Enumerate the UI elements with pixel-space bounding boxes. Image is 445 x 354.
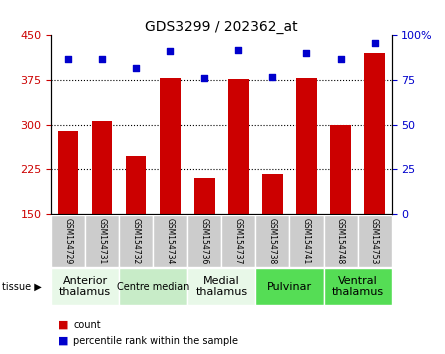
Bar <box>187 215 222 267</box>
Point <box>65 56 72 62</box>
Bar <box>92 121 113 214</box>
Point <box>269 74 276 79</box>
Bar <box>255 215 290 267</box>
Point <box>167 48 174 54</box>
Bar <box>194 178 214 214</box>
Text: Medial
thalamus: Medial thalamus <box>195 276 247 297</box>
Bar <box>255 268 324 305</box>
Text: GSM154738: GSM154738 <box>268 218 277 264</box>
Point <box>133 65 140 70</box>
Bar <box>364 53 385 214</box>
Bar <box>222 215 255 267</box>
Bar <box>126 156 146 214</box>
Bar <box>58 131 78 214</box>
Bar <box>119 215 153 267</box>
Point <box>99 56 106 62</box>
Text: count: count <box>73 320 101 330</box>
Bar <box>153 215 187 267</box>
Text: Centre median: Centre median <box>117 281 190 292</box>
Text: GSM154741: GSM154741 <box>302 218 311 264</box>
Bar <box>262 174 283 214</box>
Text: tissue ▶: tissue ▶ <box>2 281 42 292</box>
Bar <box>187 268 255 305</box>
Text: GSM154748: GSM154748 <box>336 218 345 264</box>
Bar <box>119 268 187 305</box>
Text: GSM154729: GSM154729 <box>64 218 73 264</box>
Point <box>303 50 310 56</box>
Text: percentile rank within the sample: percentile rank within the sample <box>73 336 239 346</box>
Text: Anterior
thalamus: Anterior thalamus <box>59 276 111 297</box>
Bar <box>324 215 358 267</box>
Bar <box>296 78 317 214</box>
Text: ■: ■ <box>58 320 69 330</box>
Text: GSM154737: GSM154737 <box>234 218 243 264</box>
Bar <box>330 125 351 214</box>
Text: Ventral
thalamus: Ventral thalamus <box>332 276 384 297</box>
Bar <box>290 215 324 267</box>
Text: ■: ■ <box>58 336 69 346</box>
Text: GSM154734: GSM154734 <box>166 218 175 264</box>
Point <box>201 75 208 81</box>
Text: GSM154732: GSM154732 <box>132 218 141 264</box>
Bar <box>85 215 119 267</box>
Bar <box>51 215 85 267</box>
Bar <box>324 268 392 305</box>
Text: GSM154731: GSM154731 <box>98 218 107 264</box>
Bar <box>228 79 249 214</box>
Point <box>371 40 378 45</box>
Text: Pulvinar: Pulvinar <box>267 281 312 292</box>
Point <box>235 47 242 52</box>
Text: GSM154736: GSM154736 <box>200 218 209 264</box>
Bar <box>358 215 392 267</box>
Bar <box>51 268 119 305</box>
Title: GDS3299 / 202362_at: GDS3299 / 202362_at <box>145 21 298 34</box>
Text: GSM154753: GSM154753 <box>370 218 379 264</box>
Bar <box>160 78 181 214</box>
Point <box>337 56 344 62</box>
